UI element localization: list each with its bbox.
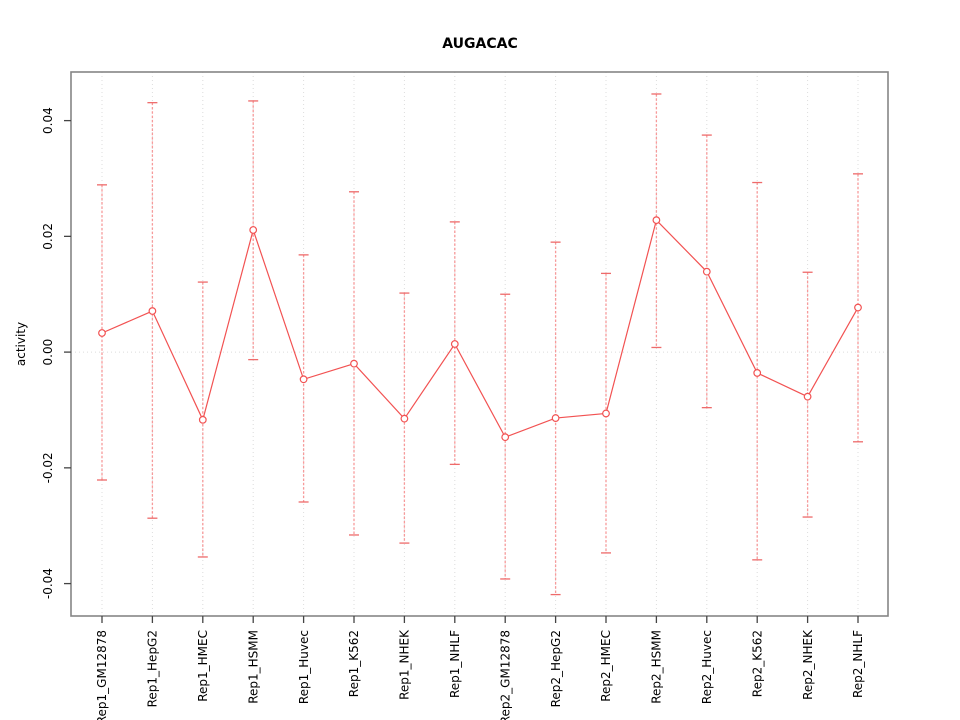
x-tick-label: Rep1_Huvec: [297, 630, 311, 704]
data-point: [753, 369, 762, 377]
data-point: [551, 414, 560, 422]
x-tick-label: Rep1_HMEC: [196, 630, 210, 702]
y-axis-label: activity: [14, 322, 28, 366]
chart-title: AUGACAC: [442, 36, 517, 52]
x-tick-label: Rep2_NHLF: [851, 630, 865, 698]
data-point: [148, 307, 157, 315]
data-point: [450, 340, 459, 348]
y-tick-label: -0.02: [41, 452, 55, 483]
x-tick-label: Rep1_NHLF: [448, 630, 462, 698]
x-tick-label: Rep1_K562: [347, 630, 361, 697]
x-tick-label: Rep1_GM12878: [95, 630, 109, 720]
x-tick-label: Rep2_K562: [750, 630, 764, 697]
data-point: [350, 359, 358, 368]
data-point: [501, 433, 510, 442]
x-tick-label: Rep2_HMEC: [599, 630, 613, 702]
data-point: [652, 216, 661, 225]
data-point: [98, 329, 106, 337]
x-tick-label: Rep2_NHEK: [801, 629, 815, 700]
x-tick-label: Rep2_HSMM: [650, 630, 664, 704]
data-point: [299, 375, 308, 384]
data-point: [198, 415, 207, 424]
x-tick-label: Rep2_HepG2: [549, 630, 563, 707]
data-point: [249, 226, 258, 234]
x-tick-label: Rep1_HepG2: [146, 630, 160, 707]
x-tick-label: Rep2_Huvec: [700, 630, 714, 704]
y-tick-label: 0.02: [41, 223, 55, 250]
y-tick-label: 0.04: [41, 107, 55, 134]
series-line: [101, 218, 859, 438]
data-point: [602, 409, 610, 418]
y-tick-label: -0.04: [41, 568, 55, 599]
data-point: [803, 392, 812, 401]
x-tick-label: Rep2_GM12878: [498, 630, 512, 720]
plot-border: [70, 71, 889, 617]
chart-plot-area: 0.04 0.02 0.00 -0.02 -0.04 Rep1_GM12878 Rep1_H…: [41, 71, 889, 720]
x-tick-label: Rep1_NHEK: [398, 629, 412, 700]
data-point: [854, 303, 862, 312]
x-tick-label: Rep1_HSMM: [246, 630, 260, 704]
y-tick-label: 0.00: [41, 339, 55, 366]
data-point: [400, 414, 409, 423]
data-point: [702, 267, 711, 276]
